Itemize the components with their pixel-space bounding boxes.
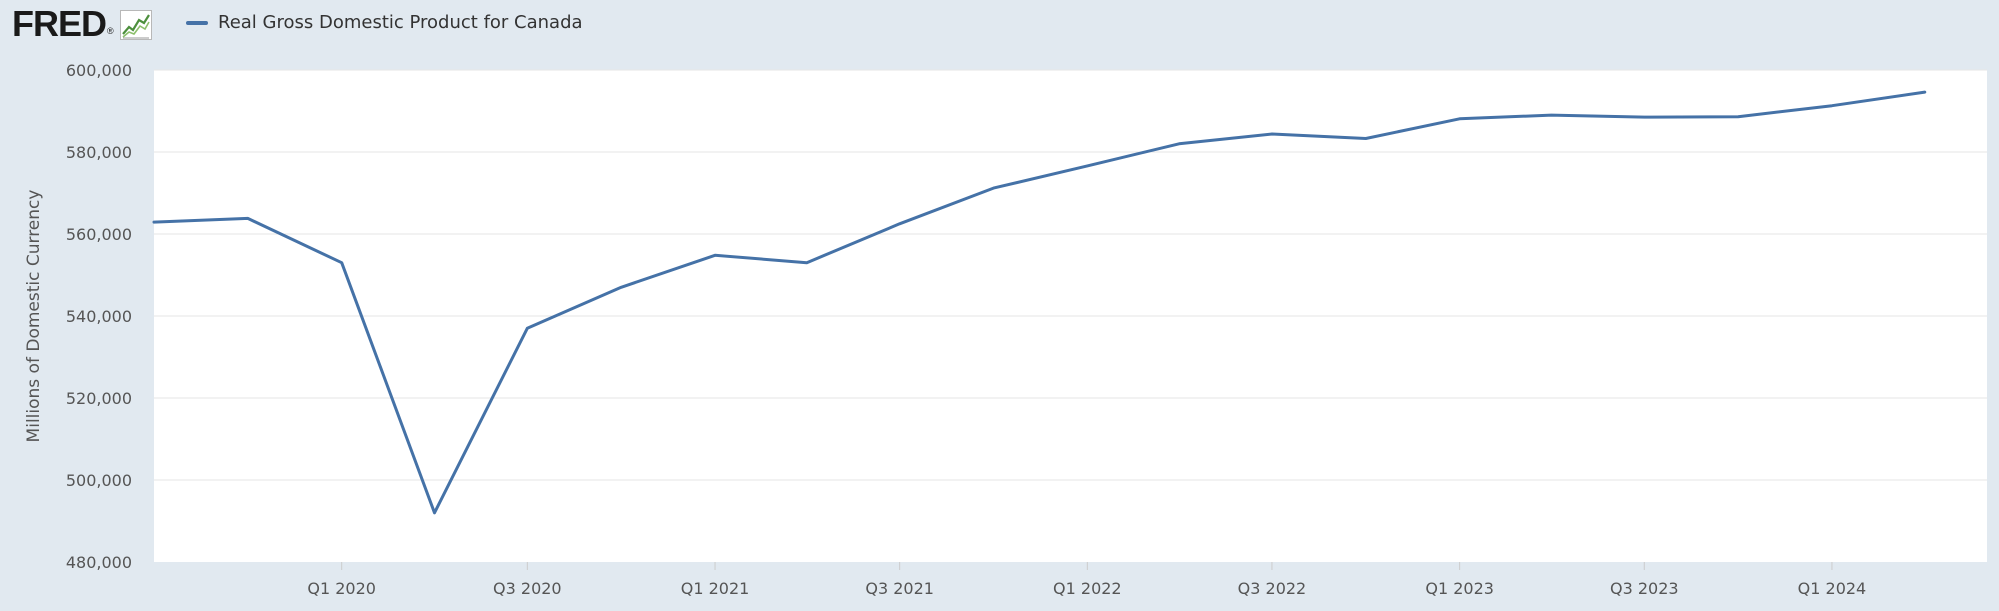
- legend-label: Real Gross Domestic Product for Canada: [218, 12, 583, 33]
- y-tick-label: 600,000: [66, 61, 132, 80]
- fred-registered-mark: ®: [107, 26, 114, 36]
- data-point[interactable]: [618, 284, 624, 290]
- data-point[interactable]: [1829, 103, 1835, 109]
- data-point[interactable]: [990, 185, 996, 191]
- series-line: [152, 90, 1927, 515]
- data-point[interactable]: [1176, 141, 1182, 147]
- legend-swatch: [186, 20, 208, 25]
- data-point[interactable]: [151, 219, 157, 225]
- x-axis: Q1 2020 Q3 2020 Q1 2021 Q3 2021 Q1 2022 Q3 20…: [307, 562, 1866, 598]
- data-point[interactable]: [1641, 114, 1647, 120]
- fred-logo-text: FRED: [12, 3, 107, 44]
- x-tick-label: Q1 2024: [1798, 579, 1867, 598]
- y-tick-label: 560,000: [66, 225, 132, 244]
- x-tick-label: Q1 2022: [1053, 579, 1122, 598]
- data-point[interactable]: [1457, 116, 1463, 122]
- x-tick-label: Q1 2020: [307, 579, 376, 598]
- y-axis: 480,000 500,000 520,000 540,000 560,000 580,0…: [66, 61, 132, 572]
- data-point[interactable]: [1735, 114, 1741, 120]
- y-tick-label: 520,000: [66, 389, 132, 408]
- x-tick-label: Q3 2021: [865, 579, 934, 598]
- x-tick-label: Q1 2023: [1425, 579, 1494, 598]
- fred-logo[interactable]: FRED ®: [12, 4, 152, 44]
- x-tick-label: Q3 2020: [493, 579, 562, 598]
- y-tick-label: 480,000: [66, 553, 132, 572]
- data-point[interactable]: [1363, 135, 1369, 141]
- line-chart-icon: [119, 10, 152, 40]
- grid-lines: [154, 69, 1987, 481]
- y-tick-label: 540,000: [66, 307, 132, 326]
- x-tick-label: Q3 2023: [1610, 579, 1679, 598]
- chart-legend: Real Gross Domestic Product for Canada: [186, 12, 583, 33]
- data-point[interactable]: [897, 221, 903, 227]
- y-axis-title: Millions of Domestic Currency: [24, 190, 44, 443]
- x-tick-label: Q3 2022: [1238, 579, 1307, 598]
- data-point[interactable]: [1269, 131, 1275, 137]
- data-point[interactable]: [1084, 163, 1090, 169]
- data-point[interactable]: [804, 260, 810, 266]
- data-point[interactable]: [712, 252, 718, 258]
- y-tick-label: 500,000: [66, 471, 132, 490]
- y-tick-label: 580,000: [66, 143, 132, 162]
- data-point[interactable]: [1548, 112, 1554, 118]
- data-point[interactable]: [1922, 89, 1928, 95]
- data-point[interactable]: [432, 510, 438, 516]
- x-tick-label: Q1 2021: [681, 579, 750, 598]
- data-point[interactable]: [524, 325, 530, 331]
- chart-header: FRED ® Real Gross Domestic Product for C…: [0, 0, 1999, 46]
- data-point[interactable]: [339, 260, 345, 266]
- data-point[interactable]: [245, 215, 251, 221]
